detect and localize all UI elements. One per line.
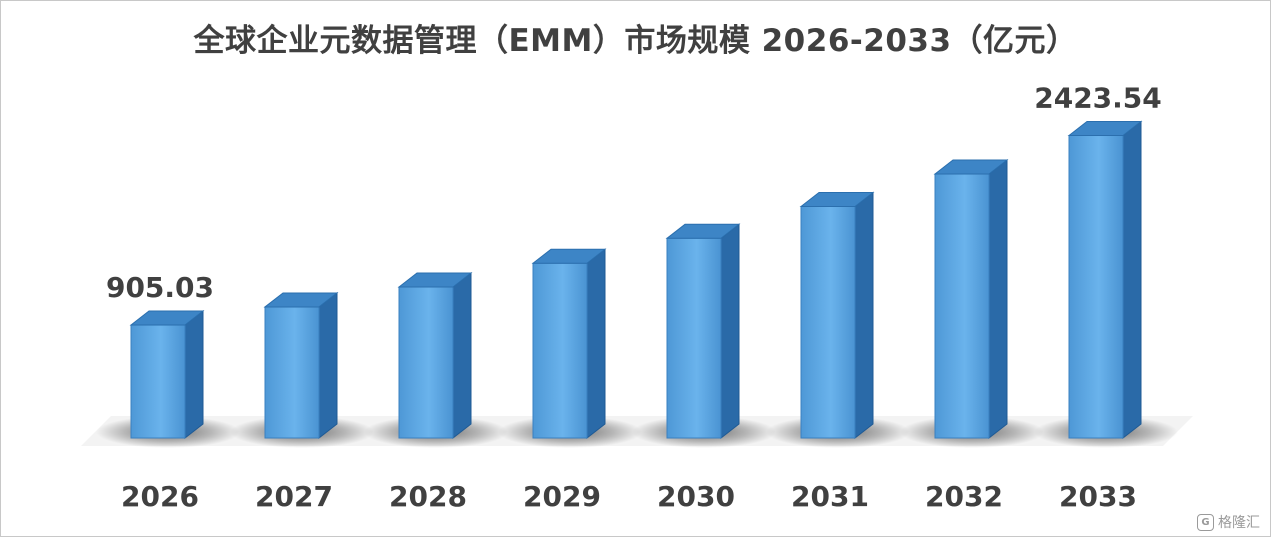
bar-2032 [933,158,1009,440]
bar-2026 [129,310,205,440]
x-tick-label: 2032 [925,480,1003,513]
bar-front-face [130,324,186,439]
bar-top-face [665,223,741,239]
bar-top-face [263,292,339,308]
bar-2028 [397,271,473,440]
bar-side-face [452,271,472,440]
x-tick-label: 2026 [121,480,199,513]
bar-front-face [532,262,588,439]
bar-2033 [1067,120,1143,440]
bar-side-face [318,291,338,440]
bar-side-face [586,248,606,440]
bar-front-face [398,286,454,439]
data-label: 2423.54 [1034,82,1162,115]
bar-front-face [934,173,990,439]
x-tick-label: 2029 [523,480,601,513]
bar-top-face [799,191,875,207]
chart-title: 全球企业元数据管理（EMM）市场规模 2026-2033（亿元） [193,23,1078,59]
bar-2027 [263,291,339,440]
bar-top-face [933,159,1009,175]
x-tick-label: 2030 [657,480,735,513]
bar-front-face [1068,135,1124,439]
bar-top-face [1067,121,1143,137]
bar-side-face [854,191,874,440]
x-tick-label: 2033 [1059,480,1137,513]
bar-front-face [800,205,856,439]
x-tick-label: 2031 [791,480,869,513]
bar-side-face [720,223,740,440]
bar-2030 [665,223,741,440]
watermark-logo-icon: G [1197,513,1214,531]
bar-top-face [397,272,473,288]
bar-2031 [799,191,875,440]
watermark: G 格隆汇 [1197,512,1260,532]
bar-side-face [988,158,1008,440]
bar-top-face [129,310,205,326]
bar-top-face [531,248,607,264]
labels-group: 2026 905.03 2027 2028 2029 2030 2031 2032 2033 24… [106,82,1162,513]
watermark-text: 格隆汇 [1218,515,1260,531]
bar-front-face [666,237,722,439]
x-tick-label: 2027 [255,480,333,513]
bar-2029 [531,248,607,440]
bar-side-face [184,310,204,440]
x-tick-label: 2028 [389,480,467,513]
bar-side-face [1122,120,1142,440]
bars-group [129,120,1143,440]
floor-shadow [81,416,1193,448]
bar-front-face [264,306,320,439]
data-label: 905.03 [106,271,214,304]
